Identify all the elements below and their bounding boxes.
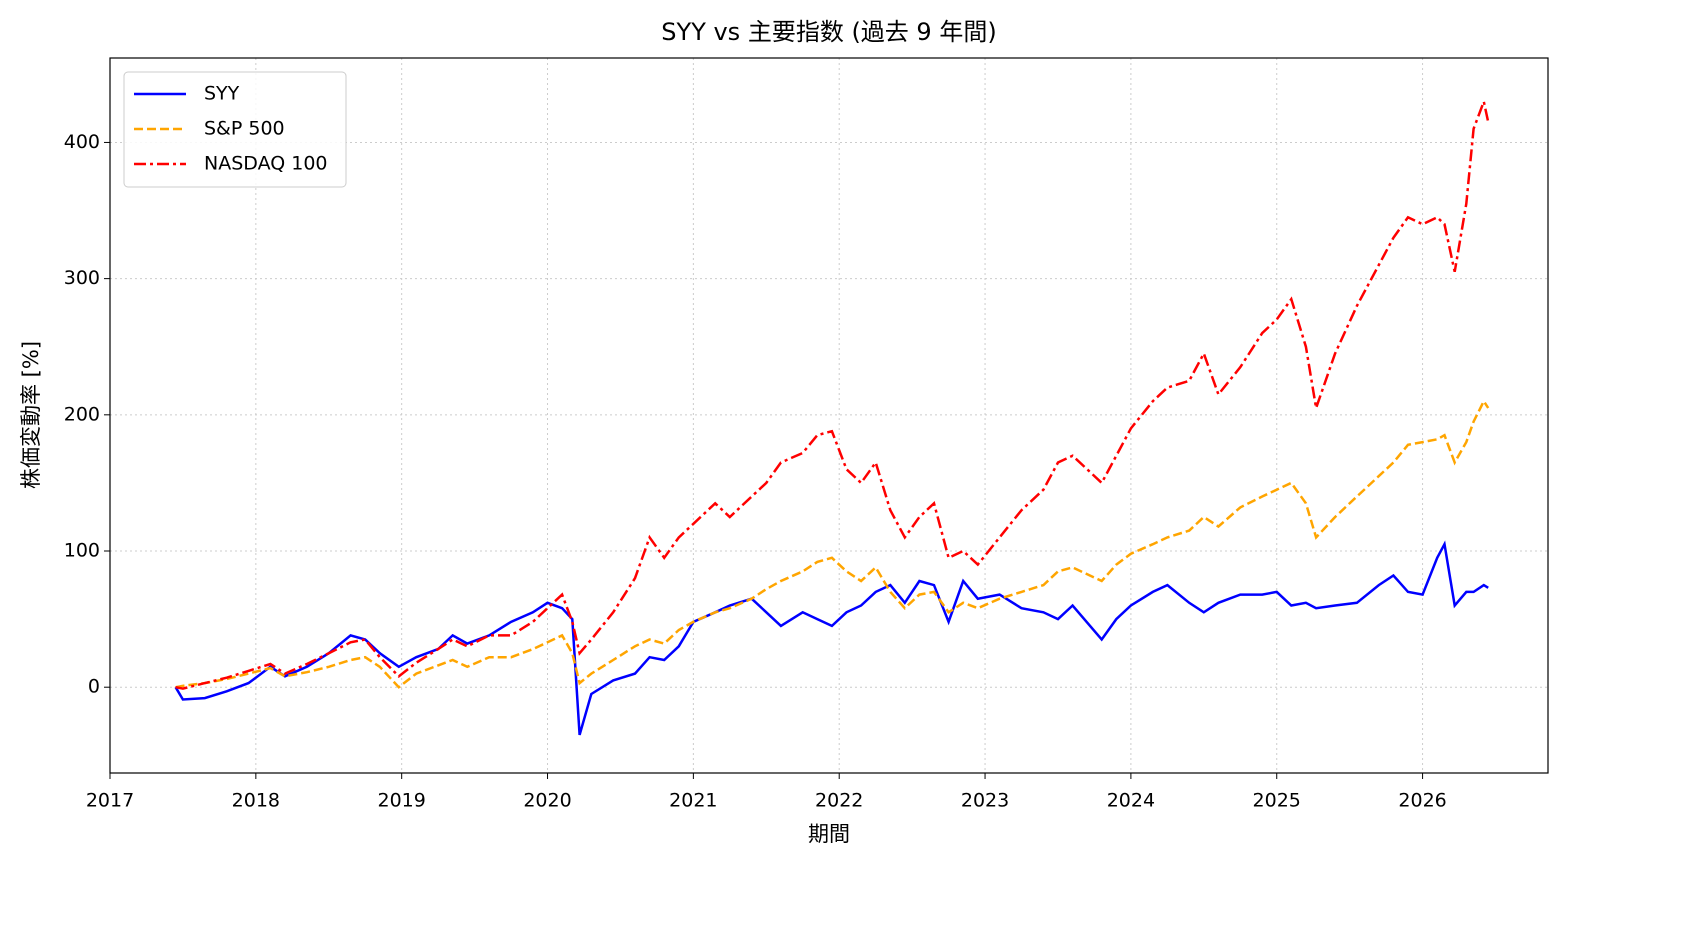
series-line	[174, 540, 1489, 736]
plot-frame	[109, 57, 1549, 774]
series-line	[175, 97, 1490, 690]
x-tick-label: 2019	[378, 790, 426, 812]
y-axis-label: 株価変動率 [%]	[19, 341, 43, 489]
series-line	[175, 398, 1490, 689]
x-tick-label: 2024	[1107, 790, 1155, 812]
x-axis-label: 期間	[808, 822, 850, 846]
x-tick-label: 2025	[1253, 790, 1301, 812]
y-tick-label: 0	[88, 676, 100, 698]
x-tick-label: 2020	[523, 790, 571, 812]
y-tick-label: 200	[64, 403, 100, 425]
y-tick-label: 300	[64, 267, 100, 289]
x-tick-label: 2026	[1398, 790, 1446, 812]
y-tick-label: 400	[64, 131, 100, 153]
x-tick-label: 2022	[815, 790, 863, 812]
legend-label: SYY	[204, 83, 240, 105]
legend-box	[123, 71, 347, 188]
x-tick-label: 2018	[232, 790, 280, 812]
x-tick-label: 2023	[961, 790, 1009, 812]
y-tick-label: 100	[64, 540, 100, 562]
legend-label: NASDAQ 100	[204, 153, 328, 175]
legend-label: S&P 500	[204, 118, 285, 140]
x-tick-label: 2017	[86, 790, 134, 812]
chart-title: SYY vs 主要指数 (過去 9 年間)	[661, 18, 996, 46]
x-tick-label: 2021	[669, 790, 717, 812]
